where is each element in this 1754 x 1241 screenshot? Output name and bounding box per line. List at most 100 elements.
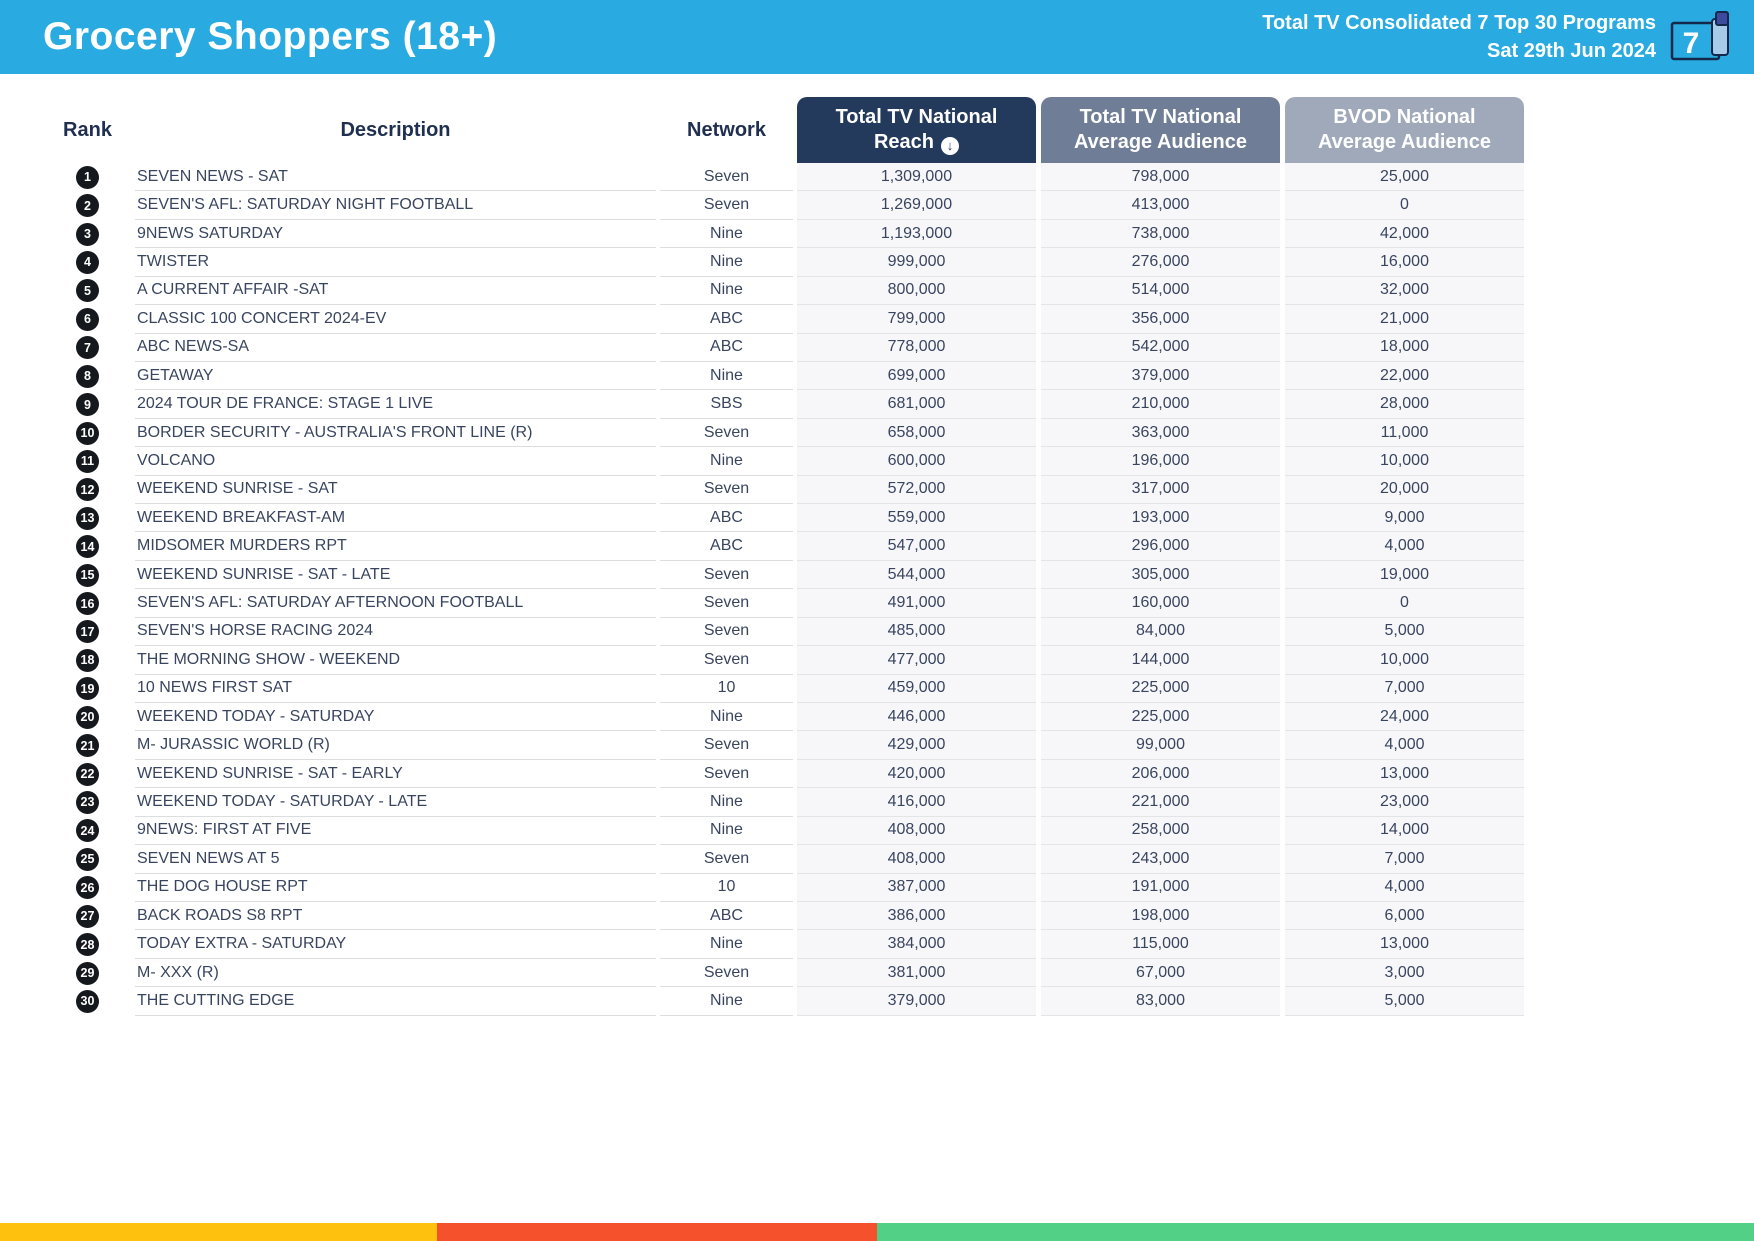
- bvod-average-audience-value: 24,000: [1285, 703, 1524, 732]
- rank-badge: 27: [76, 904, 99, 928]
- table-row: 6 CLASSIC 100 CONCERT 2024-EV ABC 799,00…: [40, 305, 1714, 334]
- bvod-average-audience-value: 7,000: [1285, 845, 1524, 874]
- total-tv-average-audience-value: 542,000: [1041, 333, 1280, 362]
- report-subtitle-line1: Total TV Consolidated 7 Top 30 Programs: [1262, 12, 1656, 34]
- rank-badge: 25: [76, 847, 99, 871]
- bvod-average-audience-value: 13,000: [1285, 930, 1524, 959]
- footer-bar-green-segment: [877, 1223, 1754, 1241]
- program-description: VOLCANO: [135, 447, 656, 476]
- network-name: ABC: [660, 504, 793, 533]
- bvod-average-audience-value: 6,000: [1285, 901, 1524, 931]
- total-tv-average-audience-value: 356,000: [1041, 305, 1280, 334]
- network-name: Seven: [660, 191, 793, 220]
- network-name: Seven: [660, 476, 793, 505]
- rank-badge: 30: [76, 989, 99, 1013]
- bvod-header-line2: Average Audience: [1317, 131, 1492, 153]
- program-description: M- XXX (R): [135, 959, 656, 988]
- program-description: TWISTER: [135, 248, 656, 277]
- network-name: Nine: [660, 248, 793, 277]
- rank-badge: 29: [76, 961, 99, 985]
- total-tv-reach-value: 379,000: [797, 987, 1036, 1016]
- table-row: 24 9NEWS: FIRST AT FIVE Nine 408,000 258…: [40, 816, 1714, 846]
- program-description: BACK ROADS S8 RPT: [135, 902, 656, 931]
- bvod-average-audience-value: 32,000: [1285, 276, 1524, 306]
- report-date: Sat 29th Jun 2024: [1487, 40, 1656, 62]
- rank-badge: 8: [76, 364, 99, 388]
- program-description: A CURRENT AFFAIR -SAT: [135, 277, 656, 306]
- rank-cell: 16: [40, 589, 135, 617]
- table-row: 1 SEVEN NEWS - SAT Seven 1,309,000 798,0…: [40, 163, 1714, 192]
- total-tv-average-audience-value: 225,000: [1041, 674, 1280, 704]
- table-row: 28 TODAY EXTRA - SATURDAY Nine 384,000 1…: [40, 930, 1714, 959]
- rank-badge: 6: [76, 307, 99, 331]
- table-header-row: Rank Description Network Total TV Nation…: [40, 97, 1714, 163]
- bvod-average-audience-value: 10,000: [1285, 447, 1524, 476]
- column-header-total-tv-average-audience[interactable]: Total TV National Average Audience: [1041, 97, 1280, 163]
- total-tv-average-audience-value: 99,000: [1041, 731, 1280, 760]
- table-row: 12 WEEKEND SUNRISE - SAT Seven 572,000 3…: [40, 475, 1714, 505]
- table-row: 27 BACK ROADS S8 RPT ABC 386,000 198,000…: [40, 901, 1714, 931]
- rank-cell: 8: [40, 362, 135, 390]
- program-description: SEVEN NEWS - SAT: [135, 163, 656, 192]
- column-header-total-tv-reach[interactable]: Total TV National Reach ↓: [797, 97, 1036, 163]
- total-tv-average-audience-value: 296,000: [1041, 532, 1280, 561]
- total-tv-average-audience-value: 67,000: [1041, 958, 1280, 988]
- table-row: 8 GETAWAY Nine 699,000 379,000 22,000: [40, 361, 1714, 391]
- rank-cell: 3: [40, 220, 135, 248]
- total-tv-average-audience-value: 206,000: [1041, 759, 1280, 789]
- bvod-average-audience-value: 19,000: [1285, 560, 1524, 590]
- total-tv-reach-value: 800,000: [797, 276, 1036, 306]
- table-row: 4 TWISTER Nine 999,000 276,000 16,000: [40, 248, 1714, 277]
- total-tv-reach-value: 999,000: [797, 248, 1036, 277]
- rank-badge: 21: [76, 734, 99, 758]
- table-row: 3 9NEWS SATURDAY Nine 1,193,000 738,000 …: [40, 219, 1714, 249]
- total-tv-average-audience-value: 221,000: [1041, 788, 1280, 817]
- table-row: 14 MIDSOMER MURDERS RPT ABC 547,000 296,…: [40, 532, 1714, 561]
- program-description: MIDSOMER MURDERS RPT: [135, 532, 656, 561]
- network-name: Nine: [660, 788, 793, 817]
- bvod-average-audience-value: 0: [1285, 589, 1524, 618]
- report-subtitle: Total TV Consolidated 7 Top 30 Programs …: [1262, 9, 1656, 65]
- table-row: 26 THE DOG HOUSE RPT 10 387,000 191,000 …: [40, 873, 1714, 902]
- reach-header-line1: Total TV National: [835, 106, 998, 128]
- bvod-average-audience-value: 18,000: [1285, 333, 1524, 362]
- program-description: ABC NEWS-SA: [135, 334, 656, 362]
- rank-cell: 22: [40, 760, 135, 788]
- rank-cell: 19: [40, 675, 135, 703]
- total-tv-reach-value: 408,000: [797, 816, 1036, 846]
- program-description: SEVEN NEWS AT 5: [135, 845, 656, 874]
- rank-badge: 16: [76, 592, 99, 616]
- network-name: Nine: [660, 817, 793, 846]
- total-tv-average-audience-value: 317,000: [1041, 475, 1280, 505]
- table-row: 20 WEEKEND TODAY - SATURDAY Nine 446,000…: [40, 703, 1714, 732]
- rank-badge: 26: [76, 876, 99, 900]
- total-tv-reach-value: 477,000: [797, 646, 1036, 675]
- rank-cell: 15: [40, 561, 135, 589]
- total-tv-average-audience-value: 258,000: [1041, 816, 1280, 846]
- rank-cell: 5: [40, 277, 135, 305]
- program-description: WEEKEND BREAKFAST-AM: [135, 504, 656, 533]
- total-tv-average-audience-value: 413,000: [1041, 191, 1280, 220]
- network-name: Seven: [660, 589, 793, 618]
- total-tv-reach-value: 386,000: [797, 901, 1036, 931]
- program-description: 9NEWS SATURDAY: [135, 220, 656, 249]
- rank-badge: 17: [76, 620, 99, 644]
- total-tv-reach-value: 699,000: [797, 361, 1036, 391]
- bvod-average-audience-value: 4,000: [1285, 873, 1524, 902]
- bvod-average-audience-value: 9,000: [1285, 504, 1524, 533]
- table-row: 15 WEEKEND SUNRISE - SAT - LATE Seven 54…: [40, 560, 1714, 590]
- program-description: TODAY EXTRA - SATURDAY: [135, 930, 656, 959]
- total-tv-average-audience-value: 379,000: [1041, 361, 1280, 391]
- rank-cell: 9: [40, 390, 135, 418]
- total-tv-average-audience-value: 276,000: [1041, 248, 1280, 277]
- column-header-bvod-average-audience[interactable]: BVOD National Average Audience: [1285, 97, 1524, 163]
- total-tv-reach-value: 446,000: [797, 703, 1036, 732]
- page-title: Grocery Shoppers (18+): [43, 15, 498, 58]
- bvod-average-audience-value: 11,000: [1285, 418, 1524, 448]
- table-body: 1 SEVEN NEWS - SAT Seven 1,309,000 798,0…: [40, 163, 1714, 1016]
- table-row: 9 2024 TOUR DE FRANCE: STAGE 1 LIVE SBS …: [40, 390, 1714, 419]
- table-row: 7 ABC NEWS-SA ABC 778,000 542,000 18,000: [40, 333, 1714, 362]
- program-description: 9NEWS: FIRST AT FIVE: [135, 817, 656, 846]
- rank-cell: 10: [40, 419, 135, 447]
- bvod-average-audience-value: 14,000: [1285, 816, 1524, 846]
